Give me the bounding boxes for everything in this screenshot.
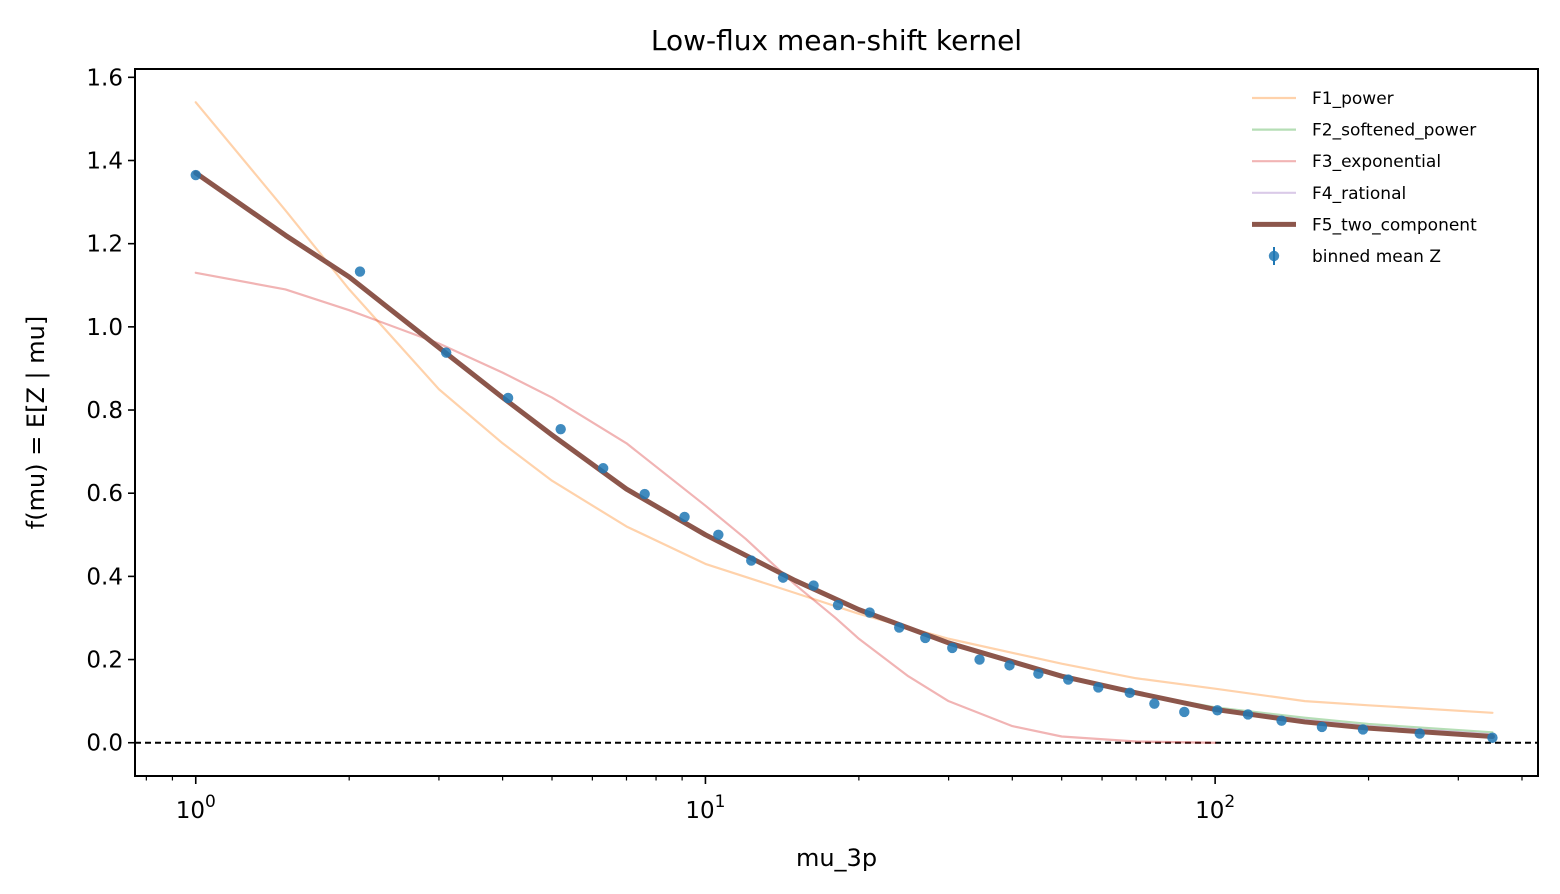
binned-point (713, 529, 724, 540)
y-tick-label: 0.4 (86, 564, 123, 590)
legend-item-f2-softened-power: F2_softened_power (1252, 121, 1476, 141)
binned-point (1242, 709, 1254, 720)
x-tick-label: 100 (176, 792, 216, 824)
binned-points (190, 169, 1498, 743)
curve-f4-rational (194, 171, 1494, 736)
y-tick-label: 1.2 (86, 232, 123, 258)
legend-label: F2_softened_power (1312, 121, 1476, 141)
binned-point (1063, 674, 1074, 685)
binned-point (1316, 721, 1328, 733)
legend-label: F1_power (1312, 89, 1394, 109)
binned-point (832, 599, 844, 611)
binned-point (1276, 715, 1287, 726)
binned-point (1033, 668, 1044, 679)
curves (193, 101, 1495, 744)
binned-point (864, 607, 875, 618)
y-axis-label: f(mu) = E[Z | mu] (22, 316, 50, 529)
binned-point (440, 347, 452, 358)
legend-item-f5-two-component: F5_two_component (1252, 215, 1477, 235)
binned-point (555, 423, 566, 435)
binned-point (354, 266, 366, 277)
curve-f3-exponential (194, 271, 1217, 744)
legend-item-f4-rational: F4_rational (1252, 184, 1406, 204)
binned-point (1357, 724, 1369, 735)
binned-point (808, 580, 819, 591)
binned-point (679, 511, 690, 523)
legend-item-f3-exponential: F3_exponential (1252, 152, 1441, 172)
binned-point (947, 642, 958, 654)
y-tick-label: 1.6 (86, 65, 123, 91)
y-tick-label: 0.6 (86, 481, 123, 507)
x-tick-label: 101 (685, 792, 725, 824)
curve-f5-two-component (193, 170, 1495, 739)
legend-item-binned-mean-z: binned mean Z (1268, 247, 1441, 267)
legend-marker (1268, 250, 1280, 262)
y-tick-label: 1.4 (86, 148, 123, 174)
legend-label: F3_exponential (1312, 152, 1441, 172)
binned-point (1004, 660, 1015, 671)
binned-point (1093, 682, 1104, 693)
chart-title: Low-flux mean-shift kernel (651, 24, 1022, 57)
binned-point (1414, 728, 1425, 739)
y-tick-label: 0.0 (86, 731, 123, 757)
binned-point (894, 622, 905, 633)
binned-point (1179, 706, 1190, 718)
binned-point (502, 392, 514, 404)
binned-point (1124, 687, 1135, 699)
curve-f2-softened-power (194, 171, 1494, 734)
binned-point (746, 555, 757, 566)
y-tick-label: 1.0 (86, 315, 123, 341)
binned-point (974, 654, 985, 665)
legend: F1_power F2_softened_power F3_exponential F… (1252, 89, 1477, 267)
curve-f1-power (194, 101, 1494, 714)
binned-point (597, 463, 609, 474)
binned-point (777, 572, 789, 583)
y-tick-label: 0.2 (86, 648, 123, 674)
legend-label: F5_two_component (1312, 215, 1477, 235)
legend-label: F4_rational (1312, 184, 1406, 204)
binned-point (1487, 732, 1498, 743)
x-axis-label: mu_3p (796, 844, 877, 872)
binned-point (190, 169, 201, 181)
binned-point (1212, 705, 1223, 716)
binned-point (920, 632, 931, 644)
plot-frame (134, 68, 1539, 777)
x-tick-label: 102 (1195, 792, 1235, 824)
y-tick-label: 0.8 (86, 398, 123, 424)
axes: 0.0 0.2 0.4 0.6 0.8 1.0 1.2 1.4 1.6 100 101 102 (86, 65, 1539, 824)
legend-label: binned mean Z (1312, 247, 1441, 267)
binned-point (639, 488, 650, 500)
legend-item-f1-power: F1_power (1252, 89, 1394, 109)
binned-point (1149, 698, 1160, 709)
